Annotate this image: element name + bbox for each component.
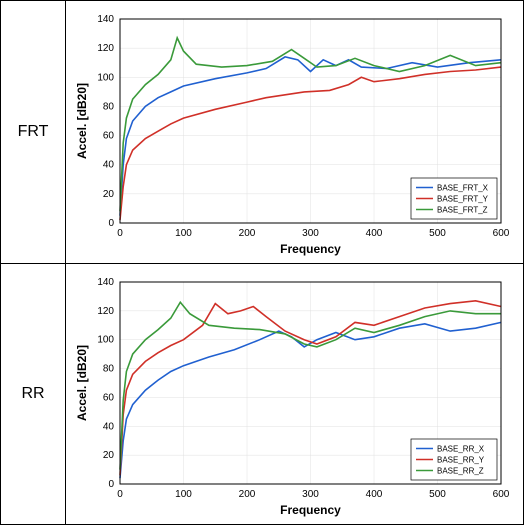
figure-table: FRT 010020030040050060002040608010012014… (0, 0, 524, 525)
svg-text:Accel. [dB20]: Accel. [dB20] (75, 83, 89, 159)
chart-cell-rr: 0 100 200 300 400 500 600 0 20 40 60 80 100 120 140 Fre… (66, 264, 523, 524)
svg-text:0: 0 (117, 228, 123, 239)
svg-text:60: 60 (103, 392, 115, 403)
svg-text:BASE_FRT_X: BASE_FRT_X (437, 184, 489, 193)
svg-text:100: 100 (175, 228, 192, 239)
line-chart-frt: 0 100 200 300 400 500 600 0 20 40 60 80 100 120 140 Fre… (72, 11, 509, 257)
row-label: RR (21, 385, 44, 403)
svg-text:0: 0 (117, 489, 123, 500)
svg-text:60: 60 (103, 131, 115, 142)
svg-text:100: 100 (97, 335, 114, 346)
svg-text:BASE_RR_Z: BASE_RR_Z (437, 467, 484, 476)
chart-cell-frt: 0 100 200 300 400 500 600 0 20 40 60 80 100 120 140 Fre… (66, 1, 523, 263)
svg-text:120: 120 (97, 306, 114, 317)
svg-text:Accel. [dB20]: Accel. [dB20] (75, 345, 89, 421)
svg-text:BASE_RR_X: BASE_RR_X (437, 445, 485, 454)
svg-text:40: 40 (103, 160, 115, 171)
svg-text:40: 40 (103, 421, 115, 432)
svg-text:600: 600 (493, 228, 509, 239)
svg-text:500: 500 (429, 489, 446, 500)
svg-text:200: 200 (239, 489, 256, 500)
svg-text:20: 20 (103, 189, 115, 200)
svg-text:BASE_FRT_Z: BASE_FRT_Z (437, 206, 488, 215)
svg-text:300: 300 (302, 489, 319, 500)
svg-text:Frequency: Frequency (280, 242, 341, 256)
svg-text:140: 140 (97, 14, 114, 25)
svg-text:Frequency: Frequency (280, 503, 341, 517)
svg-text:140: 140 (97, 277, 114, 288)
row-label-cell: FRT (1, 1, 66, 263)
svg-text:120: 120 (97, 43, 114, 54)
svg-text:400: 400 (366, 228, 383, 239)
svg-text:100: 100 (175, 489, 192, 500)
row-frt: FRT 0 100 200 300 400 500 600 0 20 40 60 80 100 120 14… (1, 1, 523, 263)
svg-text:0: 0 (108, 218, 114, 229)
svg-text:BASE_RR_Y: BASE_RR_Y (437, 456, 485, 465)
row-label-cell: RR (1, 264, 66, 524)
svg-text:20: 20 (103, 450, 115, 461)
svg-text:80: 80 (103, 101, 115, 112)
svg-text:100: 100 (97, 72, 114, 83)
row-label: FRT (18, 123, 49, 141)
svg-text:600: 600 (493, 489, 509, 500)
svg-text:BASE_FRT_Y: BASE_FRT_Y (437, 195, 489, 204)
svg-text:300: 300 (302, 228, 319, 239)
row-rr: RR 0 100 200 300 400 500 600 0 20 40 60 80 100 120 140… (1, 263, 523, 524)
line-chart-rr: 0 100 200 300 400 500 600 0 20 40 60 80 100 120 140 Fre… (72, 274, 509, 518)
svg-text:500: 500 (429, 228, 446, 239)
svg-text:200: 200 (239, 228, 256, 239)
svg-text:0: 0 (108, 479, 114, 490)
svg-text:80: 80 (103, 364, 115, 375)
svg-text:400: 400 (366, 489, 383, 500)
